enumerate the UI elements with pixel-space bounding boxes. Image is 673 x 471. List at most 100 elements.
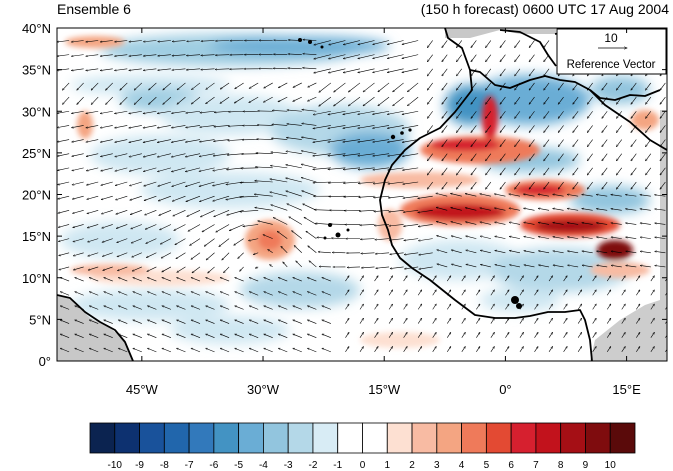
wind-vector xyxy=(307,319,317,324)
wind-vector xyxy=(86,153,99,157)
wind-vector xyxy=(665,332,667,338)
wind-vector xyxy=(288,68,302,69)
wind-vector xyxy=(388,181,404,184)
missing-data-africa xyxy=(590,110,667,361)
wind-vector xyxy=(191,82,201,90)
wind-vector xyxy=(277,231,288,239)
wind-vector xyxy=(509,208,521,211)
wind-vector xyxy=(134,82,143,90)
wind-vector xyxy=(278,347,288,353)
wind-vector xyxy=(577,346,582,353)
wind-vector xyxy=(191,305,201,310)
wind-vector xyxy=(374,290,379,296)
wind-vector xyxy=(437,264,448,268)
wind-vector xyxy=(171,139,186,143)
wind-vector xyxy=(450,193,462,197)
wind-vector xyxy=(418,195,433,198)
colorbar-swatch xyxy=(535,422,562,454)
wind-vector xyxy=(456,54,463,62)
wind-vector xyxy=(318,252,331,254)
wind-vector xyxy=(456,68,463,76)
wind-vector xyxy=(176,319,186,324)
wind-vector xyxy=(185,153,201,157)
wind-vector xyxy=(191,291,201,296)
wind-vector xyxy=(500,111,506,118)
wind-vector xyxy=(158,68,171,70)
wind-vector xyxy=(529,181,535,189)
wind-vector xyxy=(582,265,593,268)
wind-vector xyxy=(133,347,142,353)
wind-vector xyxy=(451,222,462,225)
wind-vector xyxy=(519,290,524,296)
wind-vector xyxy=(582,251,593,254)
wind-vector xyxy=(283,262,288,268)
wind-vector xyxy=(485,111,492,118)
wind-vector xyxy=(553,223,564,225)
wind-vector xyxy=(577,304,582,310)
wind-vector xyxy=(587,111,593,118)
wind-vector xyxy=(427,167,433,175)
islands xyxy=(298,38,522,309)
wind-vector xyxy=(117,252,128,257)
colorbar-swatch xyxy=(312,422,339,454)
wind-vector xyxy=(544,139,550,147)
wind-vector xyxy=(466,236,477,239)
wind-vector xyxy=(104,333,113,338)
wind-vector xyxy=(329,40,346,44)
wind-vector xyxy=(146,238,157,244)
wind-vector xyxy=(199,181,215,186)
wind-vector xyxy=(278,305,288,310)
reference-vector-label: Reference Vector xyxy=(567,59,656,71)
wind-vector xyxy=(214,125,230,126)
wind-vector xyxy=(626,251,637,254)
wind-vector xyxy=(631,82,637,90)
wind-vector xyxy=(129,153,142,157)
wind-vector xyxy=(650,304,655,310)
wind-vector xyxy=(73,266,84,270)
wind-vector xyxy=(606,332,611,338)
wind-vector xyxy=(558,96,564,104)
wind-vector xyxy=(388,290,393,296)
y-tick-label: 15°N xyxy=(22,229,51,244)
wind-vector xyxy=(655,251,666,254)
wind-vector xyxy=(519,332,524,338)
wind-vector xyxy=(175,238,186,245)
wind-vector xyxy=(143,110,157,113)
wind-vector xyxy=(102,238,113,243)
wind-vector xyxy=(563,332,568,338)
wind-vector xyxy=(660,111,666,118)
wind-vector xyxy=(255,181,273,183)
wind-vector xyxy=(515,54,521,62)
wind-vector xyxy=(101,195,113,199)
wind-vector xyxy=(220,82,230,89)
wind-vector xyxy=(606,346,611,353)
wind-vector xyxy=(163,82,172,90)
wind-vector xyxy=(485,96,492,104)
wind-vector xyxy=(322,347,332,353)
wind-vector xyxy=(403,210,419,212)
wind-vector xyxy=(480,250,491,254)
wind-vector xyxy=(476,318,480,324)
wind-vector xyxy=(616,181,622,189)
wind-vector xyxy=(587,167,593,175)
wind-vector xyxy=(118,319,128,324)
wind-vector xyxy=(388,332,393,338)
wind-vector xyxy=(427,153,433,161)
wind-vector xyxy=(500,139,506,147)
wind-vector xyxy=(301,178,317,183)
wind-vector xyxy=(573,139,579,147)
wind-vector xyxy=(248,238,259,241)
wind-vector xyxy=(100,54,113,57)
missing-data-europe xyxy=(445,28,556,38)
wind-vector xyxy=(59,266,70,270)
colorbar-swatch xyxy=(386,422,413,454)
wind-vector xyxy=(587,181,593,189)
wind-vector xyxy=(162,277,172,282)
wind-vector xyxy=(500,167,506,175)
wind-vector xyxy=(573,111,579,118)
wind-vector xyxy=(176,291,186,296)
wind-vector xyxy=(373,54,390,59)
wind-vector xyxy=(451,236,462,239)
wind-vector xyxy=(278,333,288,338)
wind-vector xyxy=(645,153,652,161)
